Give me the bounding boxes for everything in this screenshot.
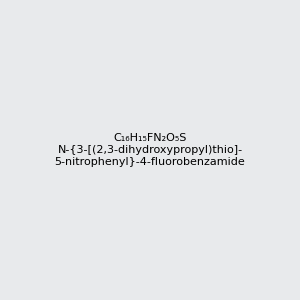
Text: C₁₆H₁₅FN₂O₅S
N-{3-[(2,3-dihydroxypropyl)thio]-
5-nitrophenyl}-4-fluorobenzamide: C₁₆H₁₅FN₂O₅S N-{3-[(2,3-dihydroxypropyl)…	[55, 134, 245, 166]
